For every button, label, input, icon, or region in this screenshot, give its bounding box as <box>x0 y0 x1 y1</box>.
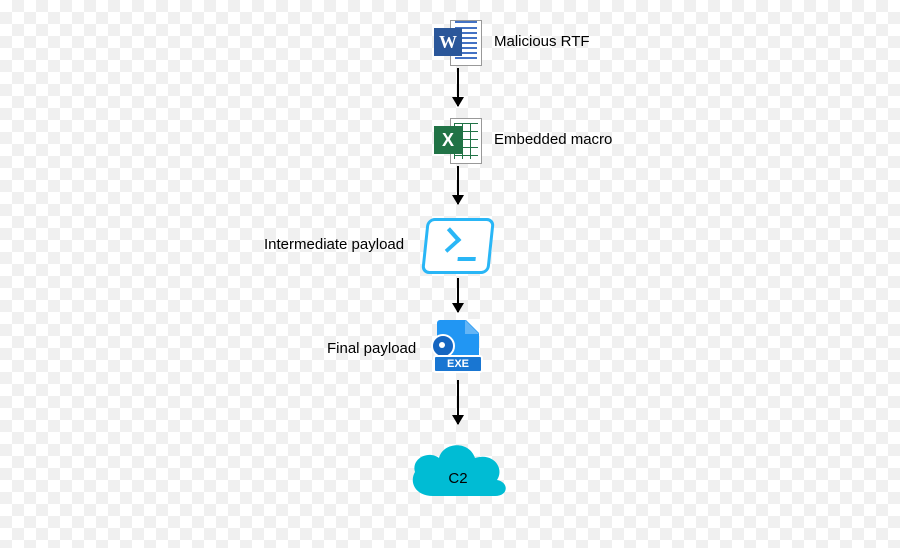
arrow-final-c2 <box>457 380 459 424</box>
node-macro: X <box>434 116 482 164</box>
excel-badge: X <box>434 126 462 154</box>
label-macro: Embedded macro <box>494 131 612 148</box>
cloud-icon: C2 <box>403 436 513 506</box>
word-icon: W <box>434 18 482 66</box>
node-intermediate <box>424 218 492 274</box>
word-badge: W <box>434 28 462 56</box>
exe-text-badge: EXE <box>433 355 483 373</box>
node-c2: C2 <box>403 436 513 506</box>
label-final: Final payload <box>327 340 416 357</box>
node-rtf: W <box>434 18 482 66</box>
powershell-icon <box>421 218 495 274</box>
excel-icon: X <box>434 116 482 164</box>
arrow-intermediate-final <box>457 278 459 312</box>
exe-icon: EXE <box>433 320 483 376</box>
label-c2: C2 <box>403 470 513 487</box>
underscore-icon <box>457 257 475 261</box>
label-rtf: Malicious RTF <box>494 33 590 50</box>
attack-chain-diagram: W Malicious RTF X Embedded macro Interme… <box>0 0 900 548</box>
arrow-rtf-macro <box>457 68 459 106</box>
chevron-icon <box>436 227 461 252</box>
arrow-macro-intermediate <box>457 166 459 204</box>
node-final: EXE <box>433 320 483 376</box>
label-intermediate: Intermediate payload <box>264 236 404 253</box>
